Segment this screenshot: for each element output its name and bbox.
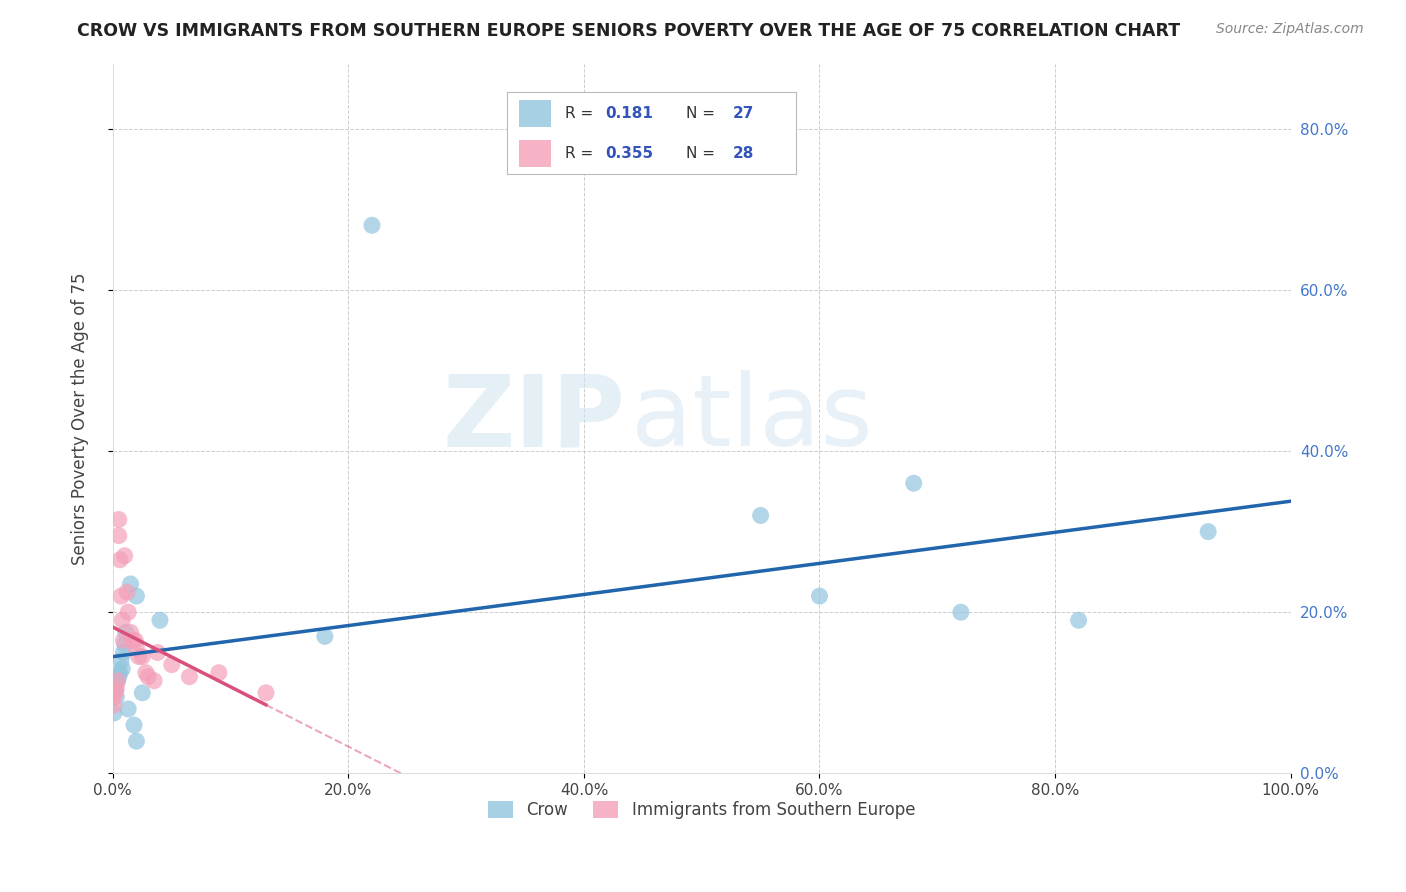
Point [160,657,183,672]
Point [146,646,169,660]
Point [117,605,139,619]
Point [131,686,153,700]
Point [125,641,148,656]
Text: CROW VS IMMIGRANTS FROM SOUTHERN EUROPE SENIORS POVERTY OVER THE AGE OF 75 CORRE: CROW VS IMMIGRANTS FROM SOUTHERN EUROPE … [77,22,1181,40]
Point [108,665,131,680]
Point [107,512,129,526]
Point [128,649,150,664]
Point [949,605,972,619]
Point [110,589,132,603]
Point [149,613,172,627]
Point [179,670,201,684]
Point [105,681,128,696]
Point [107,528,129,542]
Point [208,665,231,680]
Point [104,681,127,696]
Point [111,662,134,676]
Point [135,665,157,680]
Point [111,613,134,627]
Point [131,649,153,664]
Point [125,589,148,603]
Point [122,718,145,732]
Point [114,549,136,563]
Point [314,629,336,643]
Point [1067,613,1090,627]
Point [120,577,142,591]
Point [124,633,146,648]
Point [114,637,136,651]
Point [136,670,159,684]
Point [808,589,831,603]
Point [110,654,132,668]
Point [903,476,925,491]
Text: atlas: atlas [631,370,873,467]
Point [112,646,135,660]
Point [101,681,124,696]
Point [254,686,277,700]
Point [749,508,772,523]
Point [114,625,136,640]
Point [103,698,125,712]
Text: ZIP: ZIP [443,370,626,467]
Point [101,690,124,704]
Point [143,673,166,688]
Point [112,633,135,648]
Y-axis label: Seniors Poverty Over the Age of 75: Seniors Poverty Over the Age of 75 [72,272,89,565]
Point [103,706,125,720]
Point [107,670,129,684]
Legend: Crow, Immigrants from Southern Europe: Crow, Immigrants from Southern Europe [482,794,922,825]
Point [125,734,148,748]
Point [104,686,127,700]
Point [361,219,384,233]
Point [105,690,128,704]
Point [107,673,129,688]
Text: Source: ZipAtlas.com: Source: ZipAtlas.com [1216,22,1364,37]
Point [108,553,131,567]
Point [115,585,138,599]
Point [117,702,139,716]
Point [122,633,145,648]
Point [120,625,142,640]
Point [107,673,129,688]
Point [1197,524,1219,539]
